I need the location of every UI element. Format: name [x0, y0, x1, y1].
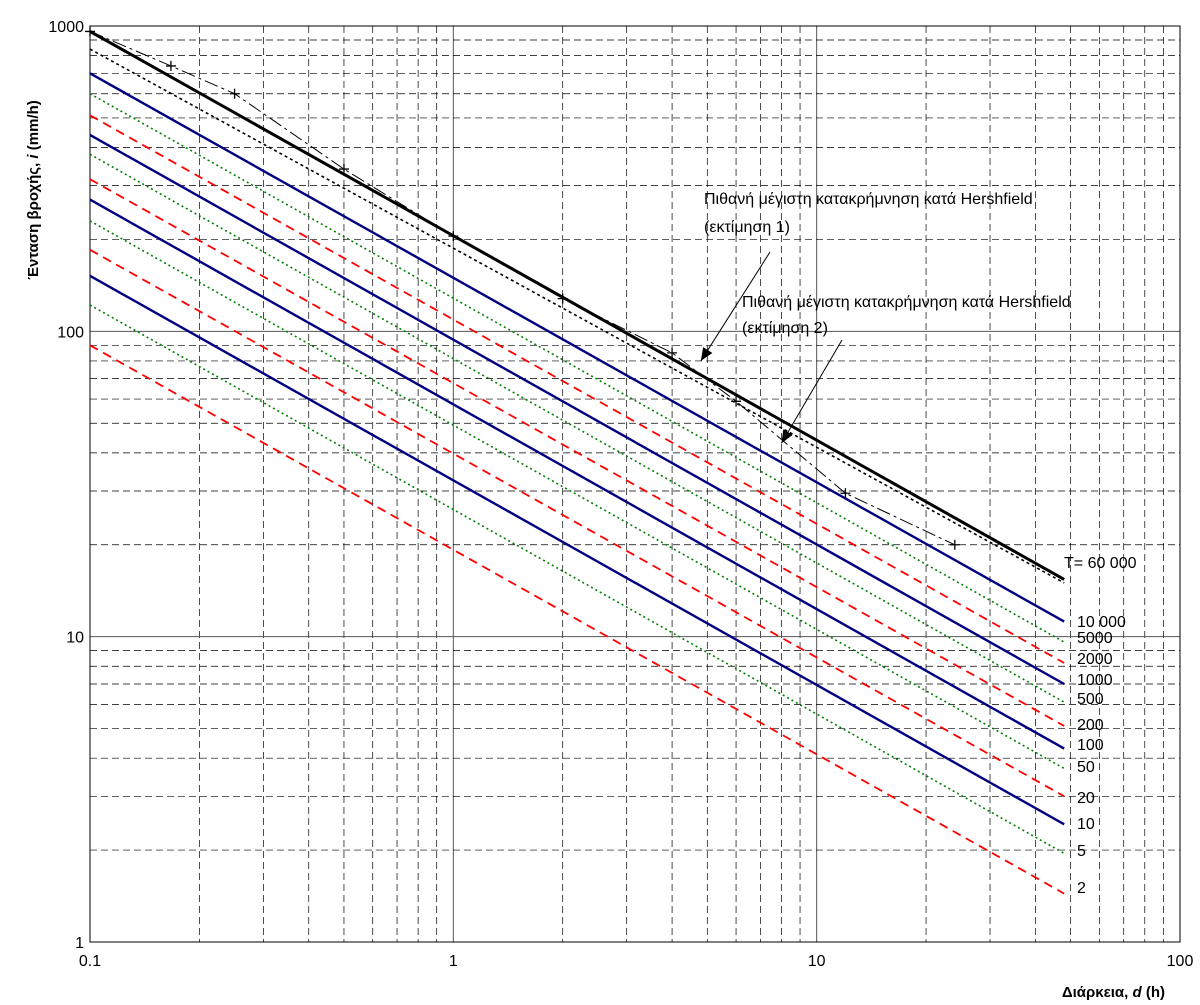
x-axis-title: Διάρκεια, d (h) [1062, 984, 1165, 1001]
annotation-2-line2: (εκτίμηση 1) [704, 219, 790, 236]
pmp-estimate-1-marker [667, 347, 678, 358]
plot-area [89, 25, 1181, 943]
series-line [89, 344, 1065, 895]
return-period-label: T= 60 000 [1064, 555, 1137, 572]
series-line [89, 153, 1065, 703]
return-period-label: 5000 [1077, 630, 1113, 647]
annotation-1-line2: (εκτίμηση 2) [742, 320, 828, 337]
x-axis-title-var: d [1133, 984, 1143, 1001]
annotation-1-arrow-shaft [781, 339, 843, 444]
pmp-estimate-1-marker [85, 26, 95, 37]
series-line [89, 198, 1065, 750]
y-axis-title-var: i [25, 154, 42, 159]
pmp-estimate-1-marker [840, 488, 851, 499]
return-period-label: 10 000 [1077, 614, 1126, 631]
x-axis-title-prefix: Διάρκεια, [1062, 984, 1133, 1001]
pmp-estimate-1-line [89, 30, 956, 546]
return-period-label: 10 [1077, 816, 1095, 833]
y-axis-title: Ένταση βροχής, i (mm/h) [25, 100, 42, 280]
y-tick-label: 10 [66, 630, 84, 647]
pmp-estimate-1-marker [557, 293, 568, 304]
x-tick-label: 100 [1167, 953, 1194, 970]
annotation-1-arrow-head [781, 429, 793, 444]
pmp-estimate-1-marker [338, 164, 349, 175]
pmp-layer [85, 26, 1065, 584]
series-layer [89, 30, 1065, 895]
pmp-estimate-1-marker [949, 539, 960, 550]
return-period-label: 50 [1077, 759, 1095, 776]
x-tick-label: 1 [449, 953, 458, 970]
annotation-1-line1: Πιθανή μέγιστη κατακρήμνηση κατά Hershfi… [742, 294, 1071, 311]
y-axis-title-suffix: (mm/h) [25, 100, 42, 154]
series-line [89, 133, 1065, 686]
y-tick-label: 100 [57, 324, 84, 341]
pmp-estimate-1-marker [165, 60, 176, 71]
annotation-2-arrow-shaft [700, 251, 771, 362]
x-tick-label: 0.1 [79, 953, 101, 970]
return-period-label: 5 [1077, 843, 1086, 860]
annotation-2-line1: Πιθανή μέγιστη κατακρήμνηση κατά Hershfi… [704, 191, 1033, 208]
series-line [89, 72, 1065, 623]
series-line [89, 220, 1065, 770]
return-period-label: 500 [1077, 691, 1104, 708]
return-period-label: 2000 [1077, 651, 1113, 668]
series-line [89, 249, 1065, 798]
return-period-label: 200 [1077, 717, 1104, 734]
series-line [89, 274, 1065, 826]
series-line [89, 304, 1065, 855]
grid [90, 26, 1180, 942]
return-period-label: 2 [1077, 880, 1086, 897]
pmp-estimate-1-marker [229, 88, 240, 99]
x-axis-title-suffix: (h) [1142, 984, 1165, 1001]
series-line [89, 114, 1065, 664]
return-period-label: 20 [1077, 790, 1095, 807]
series-line [89, 178, 1065, 727]
return-period-label: 1000 [1077, 672, 1113, 689]
x-tick-label: 10 [808, 953, 826, 970]
series-line [89, 93, 1065, 643]
y-tick-label: 1000 [48, 19, 84, 36]
y-tick-label: 1 [75, 935, 84, 952]
pmp-estimate-2-line [89, 48, 1065, 584]
return-period-label: 100 [1077, 737, 1104, 754]
annotation-arrows [700, 251, 843, 444]
annotation-2-arrow-head [700, 347, 713, 361]
y-axis-title-prefix: Ένταση βροχής, [25, 159, 42, 280]
pmp-estimate-1-marker [448, 231, 459, 242]
